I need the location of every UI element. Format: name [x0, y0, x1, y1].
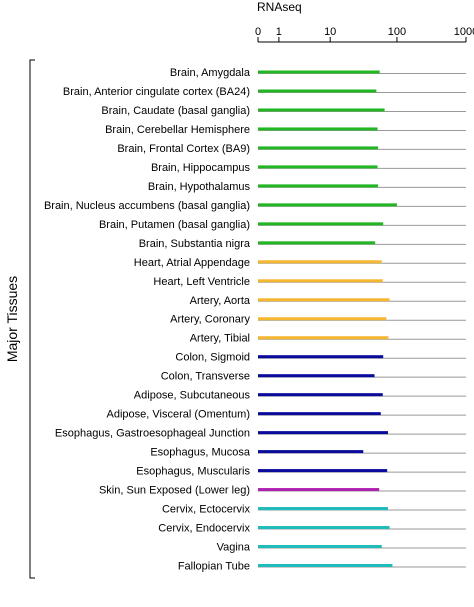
- category-label: Adipose, Visceral (Omentum): [107, 409, 250, 421]
- category-label: Cervix, Ectocervix: [162, 504, 251, 516]
- bar: [258, 165, 378, 169]
- category-label: Adipose, Subcutaneous: [134, 390, 251, 402]
- category-label: Brain, Caudate (basal ganglia): [101, 105, 250, 117]
- category-label: Heart, Atrial Appendage: [134, 257, 250, 269]
- bar: [258, 203, 397, 207]
- bar: [258, 393, 383, 397]
- bar: [258, 241, 376, 245]
- bar: [258, 89, 377, 93]
- bar: [258, 298, 390, 302]
- category-label: Brain, Frontal Cortex (BA9): [117, 143, 250, 155]
- category-label: Brain, Hypothalamus: [148, 181, 251, 193]
- category-label: Brain, Hippocampus: [151, 162, 251, 174]
- bar: [258, 355, 384, 359]
- category-label: Esophagus, Mucosa: [150, 447, 251, 459]
- category-label: Artery, Tibial: [190, 333, 250, 345]
- rows: Brain, Amygdala Brain, Anterior cingulate…: [44, 67, 466, 572]
- bar: [258, 431, 388, 435]
- category-label: Cervix, Endocervix: [158, 523, 250, 535]
- category-label: Artery, Aorta: [190, 295, 251, 307]
- bar: [258, 146, 379, 150]
- group-label: Major Tissues: [4, 276, 20, 362]
- category-label: Colon, Sigmoid: [175, 352, 250, 364]
- bar: [258, 526, 390, 530]
- bar: [258, 108, 385, 112]
- bar: [258, 450, 364, 454]
- category-label: Brain, Amygdala: [170, 67, 251, 79]
- category-label: Brain, Nucleus accumbens (basal ganglia): [44, 200, 250, 212]
- bar: [258, 222, 384, 226]
- category-label: Esophagus, Muscularis: [136, 466, 250, 478]
- x-tick-label-1000: 1000: [454, 26, 474, 38]
- bar: [258, 412, 381, 416]
- x-tick-label-10: 10: [324, 26, 336, 38]
- bar: [258, 336, 389, 340]
- category-label: Vagina: [217, 542, 251, 554]
- category-label: Colon, Transverse: [161, 371, 250, 383]
- bar: [258, 488, 380, 492]
- bar: [258, 545, 382, 548]
- bar: [258, 317, 387, 321]
- category-label: Brain, Anterior cingulate cortex (BA24): [63, 86, 250, 98]
- x-tick-label-100: 100: [388, 26, 406, 38]
- category-label: Esophagus, Gastroesophageal Junction: [55, 428, 250, 440]
- bar: [258, 507, 388, 511]
- bar: [258, 469, 388, 473]
- x-axis-title: RNAseq: [257, 0, 302, 14]
- group-bracket: Major Tissues: [4, 59, 35, 579]
- category-label: Skin, Sun Exposed (Lower leg): [99, 485, 250, 497]
- bar: [258, 563, 393, 567]
- category-label: Fallopian Tube: [178, 560, 250, 572]
- bar: [258, 374, 375, 378]
- category-label: Heart, Left Ventricle: [153, 276, 250, 288]
- category-label: Artery, Coronary: [170, 314, 250, 326]
- x-axis: RNAseq 0 1 10 100 1000: [255, 0, 474, 43]
- category-label: Brain, Substantia nigra: [139, 238, 251, 250]
- category-label: Brain, Cerebellar Hemisphere: [105, 124, 250, 136]
- bar: [258, 127, 378, 131]
- bracket-line: [29, 59, 35, 579]
- category-label: Brain, Putamen (basal ganglia): [99, 219, 250, 231]
- x-tick-label-0: 0: [255, 26, 261, 38]
- bar: [258, 184, 379, 188]
- bar: [258, 279, 383, 283]
- bar: [258, 260, 382, 264]
- x-tick-label-1: 1: [276, 26, 282, 38]
- bar: [258, 70, 380, 74]
